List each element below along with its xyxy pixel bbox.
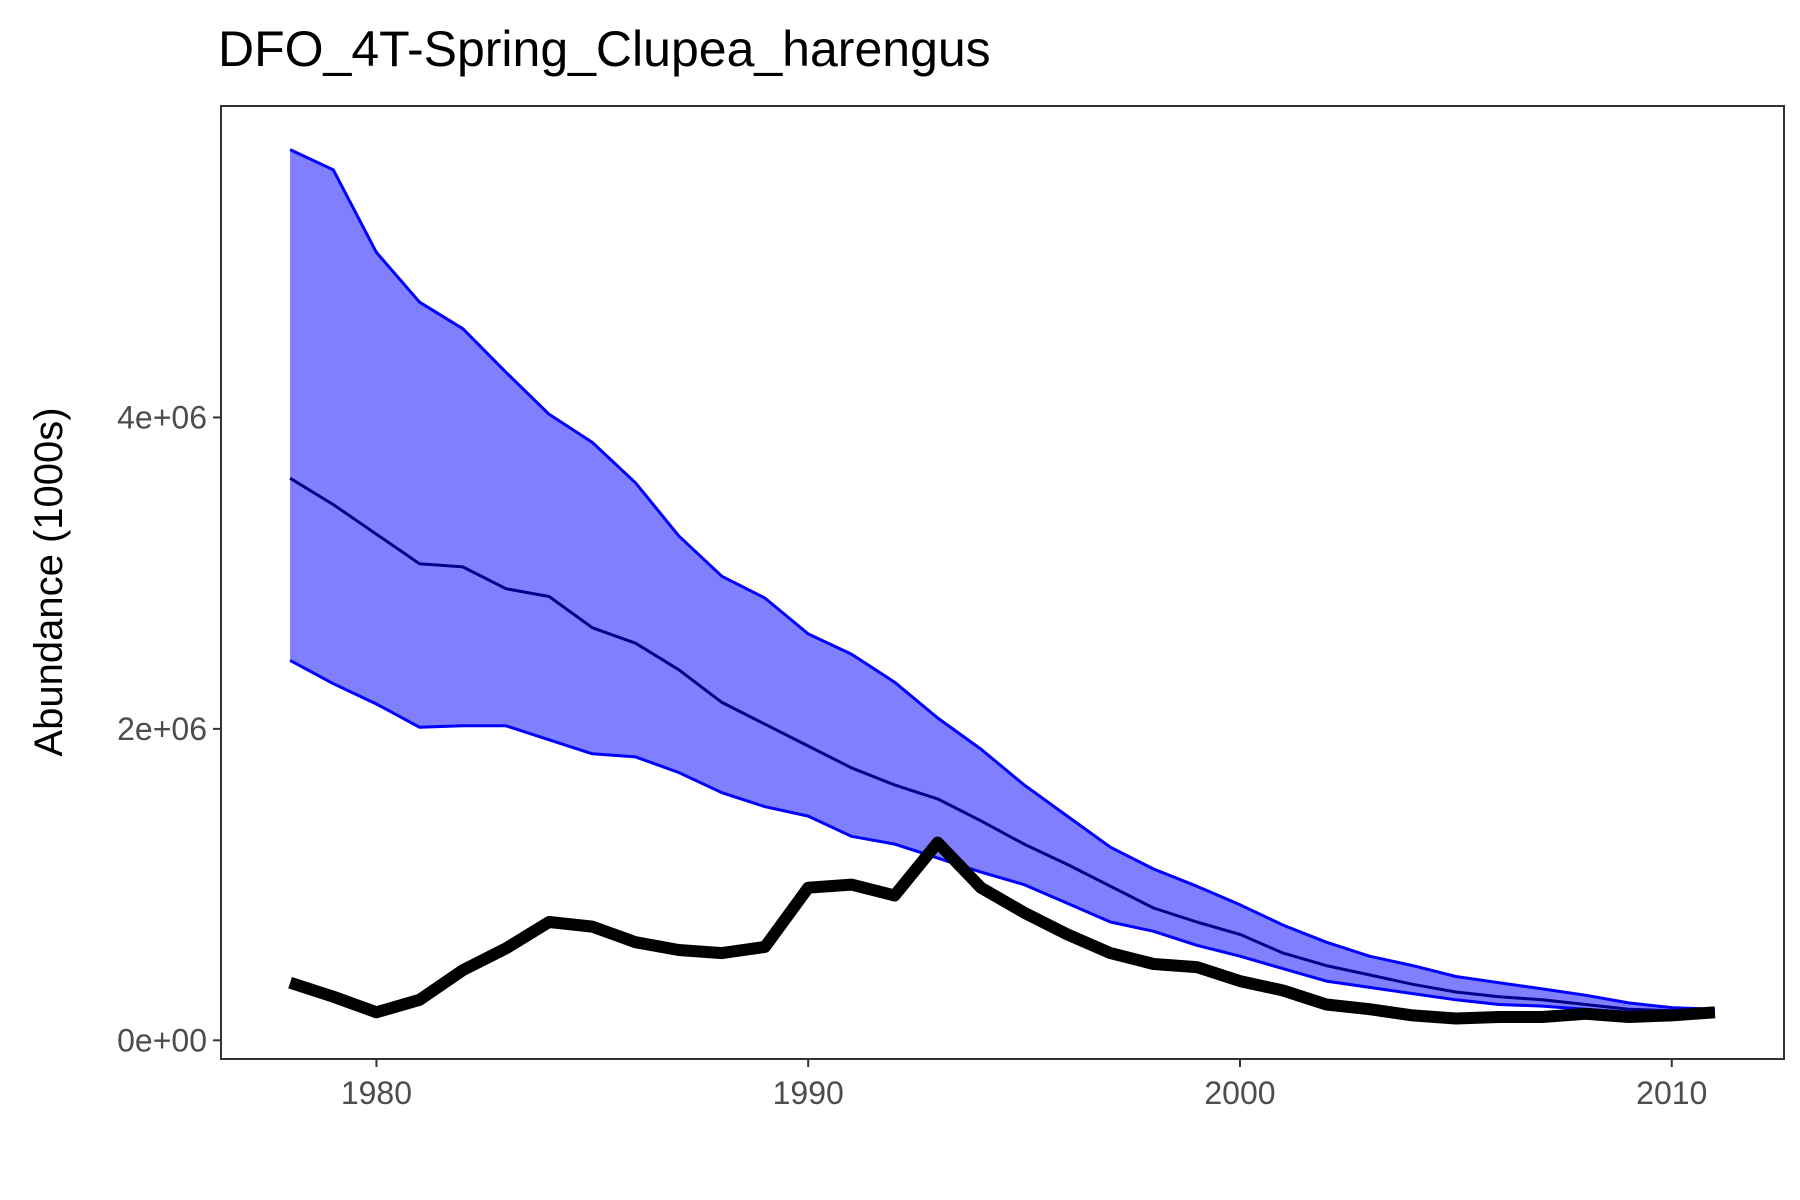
y-tick-label: 2e+06 [117,711,207,747]
band-lower-line [289,659,1715,1016]
median-line [289,476,1715,1014]
y-tick-label: 4e+06 [117,399,207,435]
x-tick-label: 1980 [341,1075,412,1111]
uncertainty-band-layer [290,149,1715,1014]
series-lines-layer [288,148,1716,1025]
uncertainty-band [290,149,1715,1014]
observed-line [288,836,1716,1025]
chart-title: DFO_4T-Spring_Clupea_harengus [218,21,991,77]
plot-panel-border [220,105,1785,1060]
y-axis: 0e+00 2e+06 4e+06 [117,399,221,1058]
x-tick-label: 1990 [773,1075,844,1111]
x-tick-label: 2010 [1636,1075,1707,1111]
y-tick-label: 0e+00 [117,1022,207,1058]
y-axis-title: Abundance (1000s) [27,407,71,756]
band-upper-line [289,148,1715,1011]
x-tick-label: 2000 [1204,1075,1275,1111]
x-axis: 1980 1990 2000 2010 [341,1059,1707,1111]
